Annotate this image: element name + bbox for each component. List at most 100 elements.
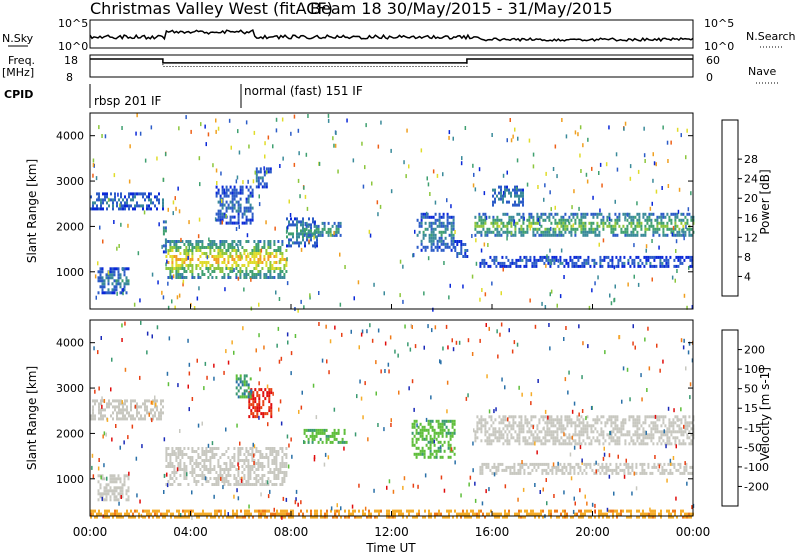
power-cell — [493, 258, 496, 262]
velocity-cell — [582, 418, 585, 422]
velocity-cell — [168, 509, 170, 513]
power-cell — [452, 245, 455, 249]
velocity-noise-cell — [623, 474, 626, 479]
velocity-cell — [122, 411, 124, 415]
velocity-cell — [627, 462, 630, 466]
power-cell — [503, 264, 506, 268]
velocity-cell — [607, 465, 610, 469]
power-cell — [279, 258, 282, 261]
velocity-cell — [90, 512, 92, 516]
power-cell — [185, 264, 188, 267]
power-cell — [263, 182, 266, 186]
velocity-cell — [127, 495, 130, 499]
velocity-cell — [331, 434, 334, 438]
velocity-cell — [105, 489, 108, 493]
velocity-noise-cell — [581, 409, 584, 413]
power-noise-cell — [187, 255, 189, 260]
power-cell — [611, 258, 614, 262]
velocity-cell — [256, 394, 259, 398]
velocity-cell — [245, 465, 248, 468]
power-cell — [570, 218, 573, 222]
velocity-cell — [138, 411, 140, 415]
velocity-cell — [429, 437, 432, 441]
power-cell — [504, 185, 506, 189]
velocity-cell — [435, 437, 438, 441]
velocity-cell — [548, 427, 551, 431]
velocity-cell — [167, 462, 170, 465]
power-cell — [442, 239, 445, 243]
power-cell — [134, 207, 136, 211]
velocity-noise-cell — [618, 335, 621, 339]
velocity-noise-cell — [417, 484, 419, 489]
power-cell — [593, 264, 596, 268]
power-cell — [269, 273, 272, 276]
velocity-cell — [127, 477, 130, 481]
velocity-cell — [275, 468, 278, 471]
power-cell — [235, 221, 238, 225]
velocity-cell — [590, 442, 593, 446]
power-cell — [580, 215, 583, 219]
velocity-cell — [188, 509, 190, 513]
power-cell — [609, 264, 612, 268]
power-cell — [255, 273, 258, 276]
power-noise-cell — [267, 135, 270, 140]
power-cell — [638, 224, 641, 228]
power-noise-cell — [188, 246, 190, 250]
power-noise-cell — [198, 286, 200, 291]
velocity-cell — [247, 450, 250, 453]
power-cell — [217, 264, 220, 267]
velocity-cell — [160, 417, 162, 421]
power-cell — [588, 230, 591, 234]
velocity-cell — [203, 462, 206, 465]
power-cell — [251, 276, 254, 279]
power-cell — [113, 288, 116, 292]
velocity-cell — [570, 515, 572, 519]
power-cell — [422, 215, 425, 219]
power-cell — [245, 197, 248, 201]
power-cell — [219, 252, 222, 255]
velocity-noise-cell — [106, 417, 109, 422]
velocity-cell — [326, 512, 328, 516]
power-noise-cell — [107, 197, 110, 202]
power-cell — [120, 201, 122, 205]
power-cell — [237, 203, 240, 207]
velocity-cell — [92, 417, 94, 421]
velocity-cell — [99, 486, 102, 490]
velocity-cell — [212, 515, 214, 519]
power-cell — [223, 243, 226, 246]
velocity-cell — [237, 395, 240, 399]
velocity-cell — [607, 468, 610, 472]
velocity-cell — [431, 452, 434, 456]
velocity-cell — [540, 442, 543, 446]
velocity-cell — [630, 512, 632, 516]
power-cell — [193, 276, 196, 279]
velocity-cell — [144, 402, 146, 406]
velocity-cell — [614, 424, 617, 428]
velocity-cell — [569, 465, 572, 469]
power-noise-cell — [383, 291, 385, 296]
power-cell — [110, 192, 112, 196]
power-cell — [683, 258, 686, 262]
power-cell — [229, 185, 232, 189]
power-cell — [506, 200, 508, 204]
velocity-cell — [653, 462, 656, 466]
power-cell — [514, 227, 517, 231]
power-noise-cell — [314, 244, 317, 249]
velocity-noise-cell — [203, 386, 205, 391]
power-cell — [312, 217, 314, 221]
velocity-cell — [258, 512, 260, 516]
power-cell — [474, 233, 477, 237]
velocity-noise-cell — [364, 381, 366, 386]
power-cell — [634, 224, 637, 228]
velocity-cell — [258, 403, 261, 407]
power-cell — [165, 255, 168, 258]
power-noise-cell — [286, 257, 288, 262]
power-cell — [656, 227, 659, 231]
power-noise-cell — [352, 158, 355, 163]
power-noise-cell — [500, 291, 502, 296]
power-cell — [177, 258, 180, 261]
velocity-cell — [566, 442, 569, 446]
velocity-cell — [208, 512, 210, 516]
velocity-cell — [524, 436, 527, 440]
power-cell — [618, 218, 621, 222]
